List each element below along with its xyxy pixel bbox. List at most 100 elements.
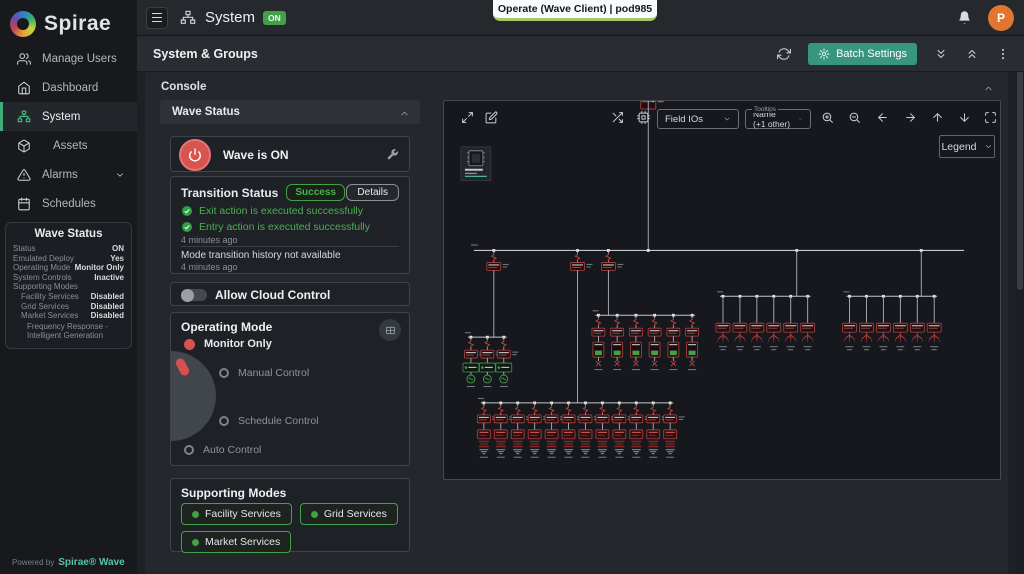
sidebar-item-schedules[interactable]: Schedules <box>0 189 137 218</box>
console-panel: Console Wave Status Wave is ON Transitio… <box>145 72 1008 574</box>
sidebar-item-label: Alarms <box>42 168 78 181</box>
divider <box>181 246 399 247</box>
history-note: Mode transition history not available <box>181 250 341 261</box>
radio-label: Schedule Control <box>238 415 319 427</box>
wave-status-note: Frequency Response - Intelligent Generat… <box>27 321 108 341</box>
transition-message-row: Entry action is executed successfully <box>181 221 370 233</box>
powered-by-label: Powered by <box>12 558 55 567</box>
status-row: Supporting Modes <box>13 282 78 292</box>
fullscreen-icon[interactable] <box>984 111 997 124</box>
wave-on-card: Wave is ON <box>170 136 410 172</box>
chevrons-down-icon[interactable] <box>934 47 948 61</box>
wave-on-label: Wave is ON <box>223 148 289 162</box>
panel-title: Wave Status <box>172 106 240 118</box>
one-line-diagram <box>444 101 965 458</box>
transition-status-title: Transition Status <box>181 185 279 200</box>
alert-triangle-icon <box>17 168 31 181</box>
pill-label: Grid Services <box>323 508 387 520</box>
chevron-up-icon[interactable] <box>983 83 994 94</box>
legend-button[interactable]: Legend <box>939 135 995 158</box>
users-icon <box>17 52 31 65</box>
radio-schedule-control[interactable]: Schedule Control <box>219 415 319 427</box>
field-ios-select[interactable]: Field IOs <box>657 109 739 129</box>
status-badge: ON <box>263 10 286 25</box>
resize-icon[interactable] <box>461 111 474 124</box>
bell-icon[interactable] <box>957 10 972 25</box>
status-row: Operating Mode Monitor Only <box>13 263 124 273</box>
wrench-icon[interactable] <box>386 148 399 161</box>
zoom-out-icon[interactable] <box>848 111 861 124</box>
transition-message-row: Exit action is executed successfully <box>181 205 363 217</box>
pill-facility-services[interactable]: Facility Services <box>181 503 292 525</box>
sidebar-item-alarms[interactable]: Alarms <box>0 160 137 189</box>
status-row: Grid Services Disabled <box>21 301 124 311</box>
status-row: Emulated Deploy Yes <box>13 253 124 263</box>
sidebar-item-label: Assets <box>53 139 88 152</box>
zoom-in-icon[interactable] <box>821 111 834 124</box>
home-icon <box>18 81 30 94</box>
arrow-left-icon[interactable] <box>876 111 889 124</box>
arrow-right-icon[interactable] <box>904 111 917 124</box>
calendar-icon <box>18 197 30 210</box>
sidebar-nav: Manage Users Dashboard System Assets Ala… <box>0 44 137 218</box>
edit-icon[interactable] <box>485 111 498 124</box>
spirae-logo-icon <box>10 10 36 37</box>
check-circle-icon <box>182 222 192 232</box>
pill-label: Market Services <box>205 536 281 548</box>
status-row: Status ON <box>13 244 124 253</box>
scrollbar-thumb[interactable] <box>1017 40 1023 290</box>
shuffle-icon[interactable] <box>611 111 624 124</box>
environment-pill: Operate (Wave Client) | pod985 <box>493 0 657 21</box>
brand-logo-row[interactable]: Spirae <box>0 0 137 40</box>
pill-market-services[interactable]: Market Services <box>181 531 292 553</box>
mode-dial[interactable] <box>171 351 216 441</box>
groups-bar: System & Groups Batch Settings <box>137 36 1024 72</box>
radio-manual-control[interactable]: Manual Control <box>219 367 309 379</box>
dial-knob-indicator <box>174 356 191 378</box>
scrollbar[interactable] <box>1016 36 1024 574</box>
success-badge: Success <box>286 184 345 201</box>
batch-settings-button[interactable]: Batch Settings <box>808 42 917 65</box>
tooltips-select[interactable]: Tooltips Name (+1 other) <box>745 106 811 129</box>
details-button[interactable]: Details <box>346 184 399 201</box>
check-circle-icon <box>182 206 192 216</box>
chevron-down-icon <box>117 172 123 177</box>
sidebar: Spirae Manage Users Dashboard System Ass… <box>0 0 137 574</box>
supporting-modes-title: Supporting Modes <box>181 486 287 500</box>
avatar[interactable]: P <box>988 4 1014 31</box>
power-icon <box>189 148 201 162</box>
legend-label: Legend <box>941 140 977 153</box>
box-icon <box>18 139 30 152</box>
radio-selected-dot <box>184 338 195 350</box>
green-dot <box>310 510 318 518</box>
chip-icon[interactable] <box>637 111 650 124</box>
wave-status-panel-header[interactable]: Wave Status <box>160 100 420 124</box>
brand-name: Spirae <box>44 11 112 35</box>
sidebar-item-assets[interactable]: Assets <box>0 131 137 160</box>
radio-monitor-only[interactable]: Monitor Only <box>184 338 272 350</box>
supporting-modes-card: Supporting Modes Facility Services Grid … <box>170 478 410 553</box>
hamburger-button[interactable] <box>146 6 168 29</box>
radio-auto-control[interactable]: Auto Control <box>184 444 261 456</box>
wave-status-summary: Wave Status Status ON Emulated Deploy Yes Op… <box>5 222 132 349</box>
sidebar-item-system[interactable]: System <box>0 102 137 131</box>
arrow-up-icon[interactable] <box>931 111 944 124</box>
transition-message: Exit action is executed successfully <box>199 205 363 217</box>
sidebar-item-manage-users[interactable]: Manage Users <box>0 44 137 73</box>
arrow-down-icon[interactable] <box>958 111 971 124</box>
mode-table-button[interactable] <box>379 319 401 341</box>
pill-grid-services[interactable]: Grid Services <box>299 503 398 525</box>
power-button[interactable] <box>179 139 211 171</box>
timestamp: 4 minutes ago <box>181 235 238 245</box>
chevrons-up-icon[interactable] <box>965 47 979 61</box>
one-line-diagram-canvas: Field IOs Tooltips Name (+1 other) Legen… <box>443 100 1001 480</box>
sidebar-item-dashboard[interactable]: Dashboard <box>0 73 137 102</box>
kebab-menu-icon[interactable] <box>996 47 1010 61</box>
tooltips-value: Name (+1 other) <box>753 109 791 129</box>
chevron-up-icon[interactable] <box>399 108 410 119</box>
cloud-control-toggle[interactable] <box>181 288 207 302</box>
refresh-icon[interactable] <box>777 47 792 61</box>
cloud-control-label: Allow Cloud Control <box>215 288 331 302</box>
sitemap-icon <box>17 110 31 122</box>
